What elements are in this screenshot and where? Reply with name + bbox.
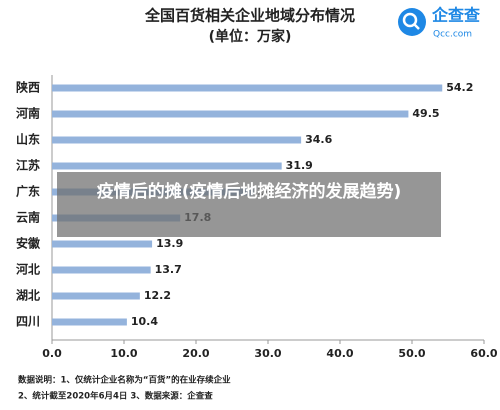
y-tick-label: 安徽 (16, 236, 41, 251)
bar (52, 318, 127, 326)
x-tick-label: 10.0 (110, 347, 137, 360)
y-tick-label: 陕西 (16, 80, 40, 95)
value-label: 31.9 (286, 159, 313, 172)
note: 数据说明：1、仅统计企业名称为“百货”的在业存续企业 (18, 375, 231, 386)
logo-icon-glass (402, 12, 418, 28)
value-label: 10.4 (131, 315, 158, 328)
x-tick-label: 40.0 (326, 347, 353, 360)
logo-icon-handle (413, 23, 420, 30)
x-tick-label: 20.0 (182, 347, 209, 360)
bar (52, 266, 151, 274)
logo-icon (398, 8, 426, 36)
value-label: 34.6 (305, 133, 332, 146)
logo-name: 企查查 (431, 6, 480, 25)
y-tick-label: 广东 (16, 184, 40, 199)
value-label: 13.9 (156, 237, 183, 250)
bar (52, 84, 443, 92)
note: 2、统计截至2020年6月4日 3、数据来源：企查查 (18, 391, 213, 402)
bar (52, 162, 282, 170)
bar (52, 292, 140, 300)
y-tick-label: 云南 (16, 210, 40, 225)
chart-subtitle: (单位：万家) (209, 28, 292, 45)
y-tick-label: 河南 (15, 106, 40, 121)
chart-title: 全国百货相关企业地域分布情况 (144, 7, 355, 25)
value-label: 12.2 (144, 289, 171, 302)
value-label: 49.5 (412, 107, 439, 120)
value-label: 54.2 (446, 81, 473, 94)
x-tick-label: 50.0 (398, 347, 425, 360)
x-tick-label: 30.0 (254, 347, 281, 360)
bar (52, 136, 302, 144)
y-tick-label: 山东 (16, 132, 40, 147)
y-tick-label: 湖北 (16, 288, 40, 303)
x-tick-label: 60.0 (470, 347, 497, 360)
value-label: 13.7 (155, 263, 182, 276)
bar (52, 110, 409, 118)
y-tick-label: 江苏 (16, 158, 40, 173)
overlay-banner: 疫情后的摊(疫情后地摊经济的发展趋势) (57, 172, 441, 237)
y-tick-label: 河北 (15, 262, 40, 277)
x-tick-label: 0.0 (42, 347, 62, 360)
bar (52, 240, 153, 248)
y-tick-label: 四川 (16, 315, 40, 329)
logo-site: Qcc.com (433, 30, 472, 40)
